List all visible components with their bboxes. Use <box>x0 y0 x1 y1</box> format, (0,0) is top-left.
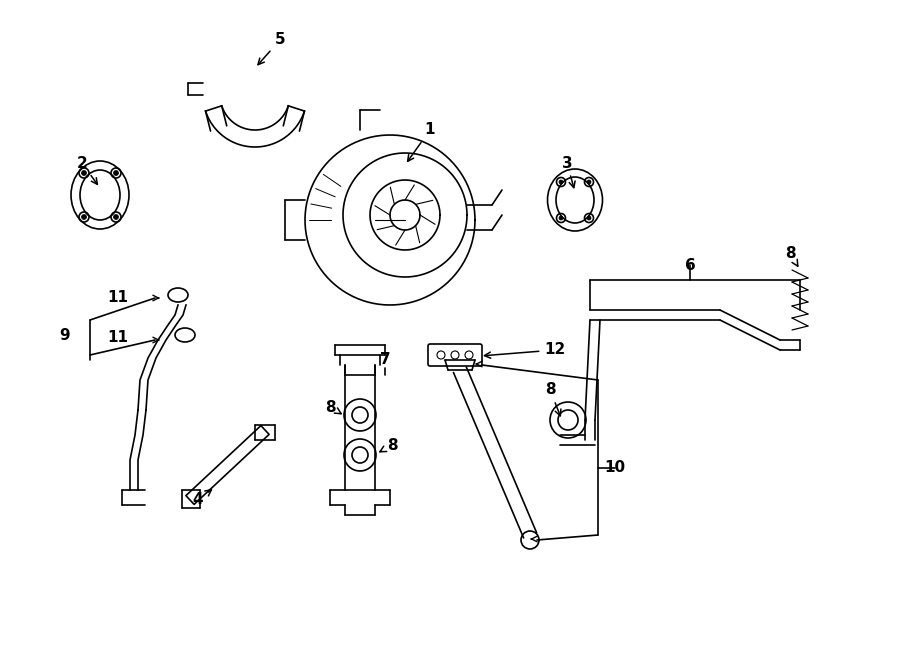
Circle shape <box>559 216 563 220</box>
Circle shape <box>587 180 591 184</box>
Circle shape <box>587 216 591 220</box>
Text: 10: 10 <box>605 461 626 475</box>
Text: 8: 8 <box>325 399 341 414</box>
Text: 1: 1 <box>408 122 436 161</box>
Circle shape <box>82 171 86 176</box>
Circle shape <box>113 215 119 219</box>
Text: 8: 8 <box>785 245 797 266</box>
Text: 5: 5 <box>258 32 285 65</box>
Text: 2: 2 <box>76 155 97 184</box>
Circle shape <box>113 171 119 176</box>
Text: 11: 11 <box>107 330 129 346</box>
Circle shape <box>559 180 563 184</box>
Text: 6: 6 <box>685 258 696 272</box>
Text: 12: 12 <box>484 342 565 358</box>
Text: 3: 3 <box>562 155 575 188</box>
Text: 4: 4 <box>193 490 212 508</box>
Text: 11: 11 <box>107 290 129 305</box>
Text: 8: 8 <box>380 438 397 453</box>
Circle shape <box>82 215 86 219</box>
Text: 8: 8 <box>544 383 561 416</box>
Text: 9: 9 <box>59 327 70 342</box>
Text: 7: 7 <box>380 352 391 368</box>
